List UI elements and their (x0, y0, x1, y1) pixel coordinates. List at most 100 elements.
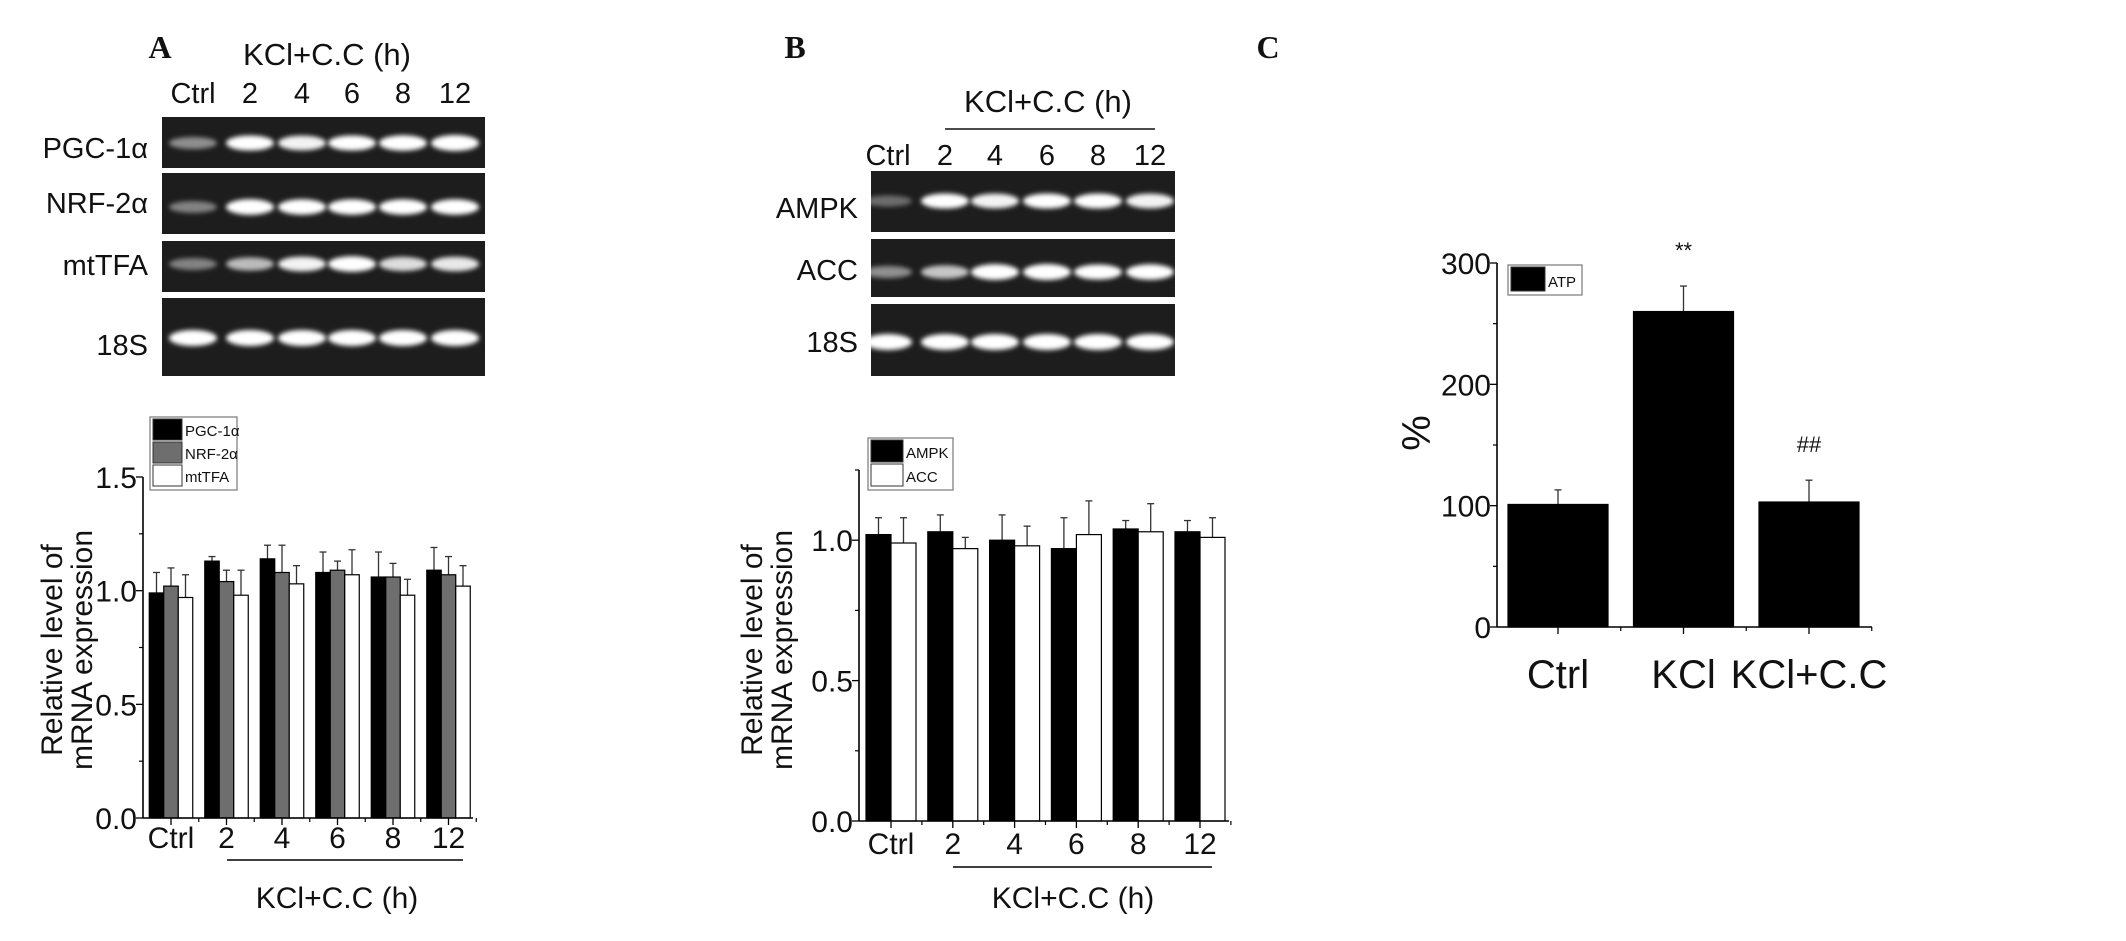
bar-atp (1758, 501, 1860, 628)
y-tick-label: 0.5 (811, 666, 853, 699)
gel-strip (871, 239, 1175, 297)
bar-pgc-1- (204, 560, 220, 819)
lane-label: 12 (439, 78, 471, 110)
gel-band (379, 135, 427, 151)
lane-label: 2 (242, 78, 258, 110)
x-tick-label: 4 (1006, 828, 1023, 861)
gel-band (864, 265, 912, 279)
gel-panel-a: Ctrl 2 4 6 8 12 PGC-1α NRF-2α mtTFA 18S (43, 78, 485, 376)
lane-label: 4 (294, 78, 310, 110)
gel-band (278, 330, 326, 346)
bar-ampk (927, 531, 954, 822)
y-axis-title: mRNA expression (766, 530, 799, 770)
gel-band (226, 199, 274, 215)
lane-label: 6 (1039, 140, 1055, 172)
legend-label: AMPK (906, 445, 949, 462)
gel-band (1074, 334, 1122, 350)
y-tick-label: 200 (1441, 369, 1491, 402)
x-tick-label: KCl (1651, 653, 1715, 697)
bar-acc (890, 542, 917, 822)
legend-swatch (870, 439, 904, 463)
gel-band (169, 136, 217, 150)
gel-band (864, 334, 912, 350)
panel-letter-c: C (1256, 29, 1279, 65)
lane-label: Ctrl (170, 78, 215, 110)
bar-nrf-2- (218, 580, 235, 819)
y-axis-title: Relative level of (36, 543, 69, 755)
gel-band (169, 201, 217, 213)
gel-band (278, 256, 326, 272)
gel-band (921, 265, 969, 279)
gel-band (278, 199, 326, 215)
gel-b-header: KCl+C.C (h) (964, 84, 1132, 119)
y-tick-label: 100 (1441, 491, 1491, 524)
gel-band (226, 330, 274, 346)
gel-band (328, 256, 376, 272)
gel-band (1023, 264, 1071, 280)
panel-letter-b: B (784, 29, 805, 65)
gel-row-label: ACC (797, 255, 858, 287)
legend-label: PGC-1α (185, 423, 240, 440)
lane-label: 4 (987, 140, 1003, 172)
legend-swatch (870, 463, 904, 487)
bar-pgc-1- (426, 569, 442, 819)
bar-pgc-1- (315, 571, 331, 819)
bar-nrf-2- (163, 585, 179, 819)
bar-nrf-2- (274, 571, 290, 819)
gel-band (169, 258, 217, 270)
x-tick-label: 6 (1068, 828, 1085, 861)
legend-label: NRF-2α (185, 446, 238, 463)
bar-mttfa (233, 594, 249, 819)
x-tick-label: 12 (432, 822, 465, 855)
bar-ampk (988, 539, 1016, 822)
y-tick-label: 0.5 (95, 689, 137, 722)
gel-row-label: 18S (96, 330, 148, 362)
chart-b-mrna-ampk-acc: Ctrl 2 4 6 8 12 0.0 0.5 1.0 Relative level ofmRNA… (736, 437, 1232, 915)
bar-nrf-2- (385, 576, 401, 819)
bar-atp (1507, 503, 1609, 628)
gel-band (921, 193, 969, 209)
gel-band (921, 334, 969, 350)
chart-c-atp: Ctrl ** KCl ## KCl+C.C 0 100 200 300% ATP (1395, 238, 1887, 697)
y-tick-label: 300 (1441, 248, 1491, 281)
legend-swatch (152, 464, 183, 487)
lane-label: 6 (344, 78, 360, 110)
bar-mttfa (288, 583, 305, 819)
legend-label: ATP (1548, 274, 1576, 291)
x-tick-label: 8 (1130, 828, 1147, 861)
bar-mttfa (344, 574, 360, 819)
gel-panel-b: Ctrl 2 4 6 8 12 AMPK ACC 18S (776, 140, 1175, 376)
panel-letter-a: A (148, 29, 171, 65)
bar-mttfa (177, 596, 194, 819)
gel-a-header: KCl+C.C (h) (243, 37, 411, 72)
bar-acc (1075, 533, 1103, 822)
bar-nrf-2- (329, 569, 346, 819)
gel-band (1126, 264, 1174, 280)
gel-band (1074, 193, 1122, 209)
x-axis-title: KCl+C.C (h) (256, 882, 419, 915)
bar-ampk (1174, 531, 1201, 822)
gel-band (971, 264, 1019, 280)
gel-band (379, 256, 427, 272)
lane-label: 12 (1134, 140, 1166, 172)
y-axis-title: % (1395, 415, 1439, 451)
gel-band (226, 135, 274, 151)
y-axis-title: mRNA expression (66, 530, 99, 770)
gel-band (226, 257, 274, 271)
bar-acc (1199, 536, 1226, 822)
gel-band (1126, 193, 1174, 209)
gel-band (431, 199, 479, 215)
gel-band (379, 199, 427, 215)
x-tick-label: 6 (329, 822, 346, 855)
x-tick-label: Ctrl (148, 822, 195, 855)
gel-band (278, 135, 326, 151)
significance-marker: ## (1797, 432, 1822, 457)
gel-row-label: mtTFA (63, 250, 149, 282)
gel-band (169, 330, 217, 346)
gel-band (328, 199, 376, 215)
gel-band (431, 135, 479, 151)
gel-band (328, 135, 376, 151)
lane-label: Ctrl (865, 140, 910, 172)
x-tick-label: 2 (944, 828, 961, 861)
significance-marker: ** (1675, 238, 1693, 263)
